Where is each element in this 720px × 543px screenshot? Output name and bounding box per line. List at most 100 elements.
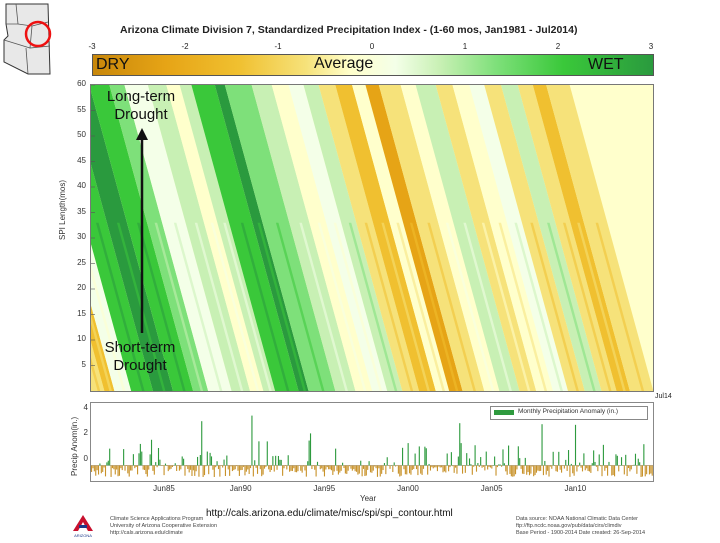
anomaly-bar (643, 444, 644, 465)
anomaly-bar (636, 465, 637, 473)
anomaly-bar (113, 465, 114, 469)
anomaly-bar (369, 461, 370, 465)
anomaly-bar (614, 465, 615, 476)
anomaly-x-axis-label: Year (360, 494, 376, 503)
anomaly-bar (555, 465, 556, 471)
anomaly-bar (465, 465, 466, 472)
anomaly-bar (335, 449, 336, 466)
anomaly-bar (405, 465, 406, 474)
anomaly-bar (635, 454, 636, 466)
anomaly-bar (119, 465, 120, 475)
anomaly-bar (571, 464, 572, 465)
anomaly-bar (521, 465, 522, 468)
anomaly-bar (271, 465, 272, 470)
anomaly-bar (143, 465, 144, 469)
anomaly-bar (145, 465, 146, 474)
heatmap-y-tick: 45 (66, 156, 86, 165)
anomaly-bar (180, 465, 181, 469)
anomaly-bar (111, 465, 112, 477)
anomaly-bar (530, 465, 531, 473)
anomaly-bar (408, 443, 409, 465)
anomaly-bar (332, 465, 333, 475)
anomaly-bar (295, 465, 296, 472)
anomaly-bar (627, 465, 628, 476)
legend-swatch (494, 410, 514, 415)
anomaly-bar (228, 465, 229, 469)
anomaly-bar (444, 465, 445, 471)
drought-arrow (135, 128, 149, 333)
anomaly-bar (592, 463, 593, 465)
anomaly-bar (282, 465, 283, 475)
anomaly-bar (458, 457, 459, 466)
anomaly-bar (155, 462, 156, 465)
anomaly-bar (412, 465, 413, 470)
anomaly-bar (306, 465, 307, 476)
anomaly-bar (137, 465, 138, 474)
anomaly-bar (189, 465, 190, 472)
anomaly-bar (415, 454, 416, 466)
anomaly-bar (104, 465, 105, 467)
anomaly-bar (565, 460, 566, 466)
anomaly-bar (501, 465, 502, 466)
anomaly-bar (435, 465, 436, 467)
chart-title: Arizona Climate Division 7, Standardized… (120, 24, 660, 36)
anomaly-bar (560, 465, 561, 469)
anomaly-bar (621, 457, 622, 465)
anomaly-bar (639, 462, 640, 465)
anomaly-bar (523, 465, 524, 474)
anomaly-bar (649, 465, 650, 474)
heatmap-y-tick: 50 (66, 130, 86, 139)
anomaly-bar (477, 463, 478, 465)
anomaly-bar (371, 465, 372, 472)
anomaly-bar (120, 465, 121, 468)
anomaly-bar (324, 465, 325, 476)
anomaly-bar (454, 465, 455, 472)
anomaly-bar (237, 465, 238, 470)
anomaly-bar (207, 452, 208, 466)
anomaly-bar (157, 465, 158, 467)
source-url-link[interactable]: http://cals.arizona.edu/climate/misc/spi… (206, 508, 453, 519)
anomaly-bar (650, 465, 651, 473)
anomaly-bar (516, 465, 517, 469)
anomaly-bar (402, 448, 403, 466)
anomaly-bar (150, 454, 151, 465)
anomaly-bar (249, 465, 250, 474)
anomaly-bar (131, 465, 132, 470)
anomaly-bar (342, 463, 343, 466)
anomaly-bar (603, 445, 604, 466)
anomaly-bar (526, 465, 527, 474)
heatmap-y-tick: 20 (66, 283, 86, 292)
anomaly-bar (482, 465, 483, 467)
anomaly-bar (409, 465, 410, 473)
anomaly-bar (158, 448, 159, 465)
heatmap-y-tick: 10 (66, 334, 86, 343)
anomaly-bar (283, 465, 284, 468)
anomaly-bar (593, 450, 594, 465)
anomaly-bar (91, 465, 92, 472)
anomaly-bar (413, 465, 414, 469)
anomaly-bar (196, 465, 197, 471)
anomaly-bar (242, 465, 243, 470)
anomaly-bar (309, 441, 310, 466)
anomaly-bar (316, 465, 317, 476)
anomaly-bar (537, 465, 538, 470)
anomaly-bar (528, 465, 529, 472)
heatmap-y-tick: 35 (66, 207, 86, 216)
anomaly-bar (327, 465, 328, 467)
anomaly-bar (629, 465, 630, 471)
anomaly-bar (558, 452, 559, 466)
footer-left: Climate Science Applications Program Uni… (110, 516, 217, 537)
anomaly-bar (338, 465, 339, 474)
anomaly-bar (536, 465, 537, 472)
anomaly-bar (508, 446, 509, 466)
anomaly-bar (410, 465, 411, 474)
anomaly-bar (398, 465, 399, 473)
anomaly-bar (314, 465, 315, 469)
anomaly-bar (279, 460, 280, 466)
anomaly-bar (109, 449, 110, 466)
anomaly-bar (604, 465, 605, 470)
anomaly-bar (515, 465, 516, 474)
anomaly-bar (370, 465, 371, 472)
anomaly-x-tick: Jan95 (304, 484, 344, 493)
anomaly-bar (260, 465, 261, 469)
